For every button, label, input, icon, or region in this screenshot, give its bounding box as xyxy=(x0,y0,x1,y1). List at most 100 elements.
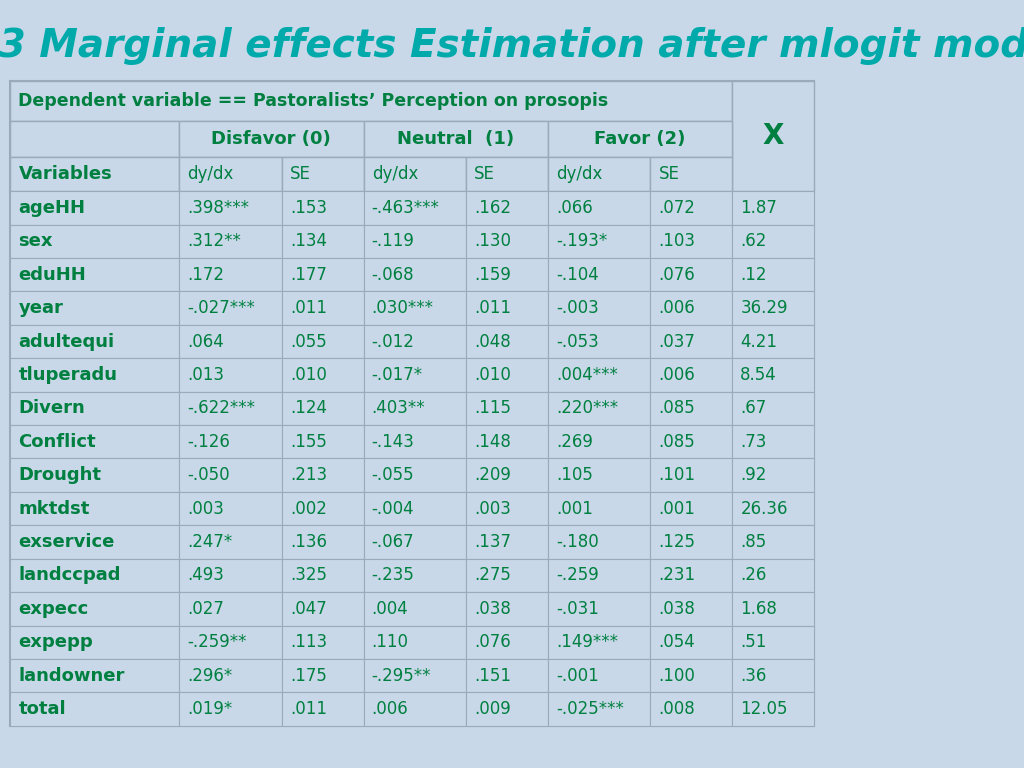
FancyBboxPatch shape xyxy=(466,559,548,592)
FancyBboxPatch shape xyxy=(732,191,814,225)
Text: -.067: -.067 xyxy=(372,533,415,551)
Text: mktdst: mktdst xyxy=(18,500,90,518)
FancyBboxPatch shape xyxy=(282,626,364,659)
FancyBboxPatch shape xyxy=(282,359,364,392)
FancyBboxPatch shape xyxy=(650,592,732,626)
Text: .006: .006 xyxy=(372,700,409,718)
FancyBboxPatch shape xyxy=(10,81,732,121)
Text: .113: .113 xyxy=(290,634,327,651)
Text: -.055: -.055 xyxy=(372,466,415,484)
FancyBboxPatch shape xyxy=(282,492,364,525)
Text: -.027***: -.027*** xyxy=(187,300,255,317)
Text: -.068: -.068 xyxy=(372,266,415,283)
Text: eduHH: eduHH xyxy=(18,266,86,283)
Text: -.295**: -.295** xyxy=(372,667,431,684)
FancyBboxPatch shape xyxy=(732,392,814,425)
FancyBboxPatch shape xyxy=(10,225,179,258)
FancyBboxPatch shape xyxy=(364,458,466,492)
FancyBboxPatch shape xyxy=(364,225,466,258)
FancyBboxPatch shape xyxy=(548,325,650,359)
Text: .275: .275 xyxy=(474,567,511,584)
FancyBboxPatch shape xyxy=(732,492,814,525)
FancyBboxPatch shape xyxy=(548,492,650,525)
FancyBboxPatch shape xyxy=(282,525,364,559)
Text: .67: .67 xyxy=(740,399,767,417)
FancyBboxPatch shape xyxy=(548,458,650,492)
Text: .231: .231 xyxy=(658,567,695,584)
Text: Conflict: Conflict xyxy=(18,433,96,451)
FancyBboxPatch shape xyxy=(364,359,466,392)
Text: .101: .101 xyxy=(658,466,695,484)
FancyBboxPatch shape xyxy=(10,258,179,292)
FancyBboxPatch shape xyxy=(466,458,548,492)
Text: .398***: .398*** xyxy=(187,199,250,217)
Text: .066: .066 xyxy=(556,199,593,217)
Text: expecc: expecc xyxy=(18,600,89,617)
Text: .134: .134 xyxy=(290,233,327,250)
Text: .085: .085 xyxy=(658,433,695,451)
Text: -.001: -.001 xyxy=(556,667,599,684)
Text: .162: .162 xyxy=(474,199,511,217)
FancyBboxPatch shape xyxy=(732,425,814,458)
Text: SE: SE xyxy=(658,165,679,184)
Text: Dependent variable == Pastoralists’ Perception on prosopis: Dependent variable == Pastoralists’ Perc… xyxy=(18,91,608,110)
FancyBboxPatch shape xyxy=(732,659,814,693)
FancyBboxPatch shape xyxy=(548,258,650,292)
FancyBboxPatch shape xyxy=(548,693,650,726)
Text: .155: .155 xyxy=(290,433,327,451)
FancyBboxPatch shape xyxy=(364,425,466,458)
FancyBboxPatch shape xyxy=(282,559,364,592)
FancyBboxPatch shape xyxy=(650,292,732,325)
Text: 4.21: 4.21 xyxy=(740,333,777,350)
FancyBboxPatch shape xyxy=(650,525,732,559)
Text: tluperadu: tluperadu xyxy=(18,366,118,384)
Text: .009: .009 xyxy=(474,700,511,718)
Text: .055: .055 xyxy=(290,333,327,350)
Text: -.180: -.180 xyxy=(556,533,599,551)
Text: sex: sex xyxy=(18,233,53,250)
FancyBboxPatch shape xyxy=(650,325,732,359)
FancyBboxPatch shape xyxy=(364,121,548,157)
FancyBboxPatch shape xyxy=(364,525,466,559)
FancyBboxPatch shape xyxy=(732,525,814,559)
Text: .105: .105 xyxy=(556,466,593,484)
FancyBboxPatch shape xyxy=(650,191,732,225)
Text: -.259: -.259 xyxy=(556,567,599,584)
FancyBboxPatch shape xyxy=(548,559,650,592)
Text: .010: .010 xyxy=(474,366,511,384)
FancyBboxPatch shape xyxy=(548,592,650,626)
FancyBboxPatch shape xyxy=(548,121,732,157)
Text: .006: .006 xyxy=(658,366,695,384)
Text: .008: .008 xyxy=(658,700,695,718)
Text: -.104: -.104 xyxy=(556,266,599,283)
Text: dy/dx: dy/dx xyxy=(187,165,233,184)
FancyBboxPatch shape xyxy=(10,157,179,191)
Text: Divern: Divern xyxy=(18,399,85,417)
FancyBboxPatch shape xyxy=(10,592,179,626)
Text: expepp: expepp xyxy=(18,634,93,651)
Text: .209: .209 xyxy=(474,466,511,484)
Text: -.193*: -.193* xyxy=(556,233,607,250)
Text: X: X xyxy=(763,122,783,150)
Text: .159: .159 xyxy=(474,266,511,283)
FancyBboxPatch shape xyxy=(10,292,179,325)
Text: .003: .003 xyxy=(187,500,224,518)
Text: -.004: -.004 xyxy=(372,500,415,518)
Text: Neutral  (1): Neutral (1) xyxy=(397,130,514,148)
FancyBboxPatch shape xyxy=(282,458,364,492)
Text: -.235: -.235 xyxy=(372,567,415,584)
Text: 1.87: 1.87 xyxy=(740,199,777,217)
Text: 26.36: 26.36 xyxy=(740,500,787,518)
FancyBboxPatch shape xyxy=(732,626,814,659)
Text: .296*: .296* xyxy=(187,667,232,684)
FancyBboxPatch shape xyxy=(466,258,548,292)
FancyBboxPatch shape xyxy=(548,626,650,659)
Text: .002: .002 xyxy=(290,500,327,518)
Text: exservice: exservice xyxy=(18,533,115,551)
Text: SE: SE xyxy=(290,165,310,184)
Text: .010: .010 xyxy=(290,366,327,384)
Text: .004: .004 xyxy=(372,600,409,617)
FancyBboxPatch shape xyxy=(650,458,732,492)
FancyBboxPatch shape xyxy=(548,157,650,191)
Text: -.126: -.126 xyxy=(187,433,230,451)
